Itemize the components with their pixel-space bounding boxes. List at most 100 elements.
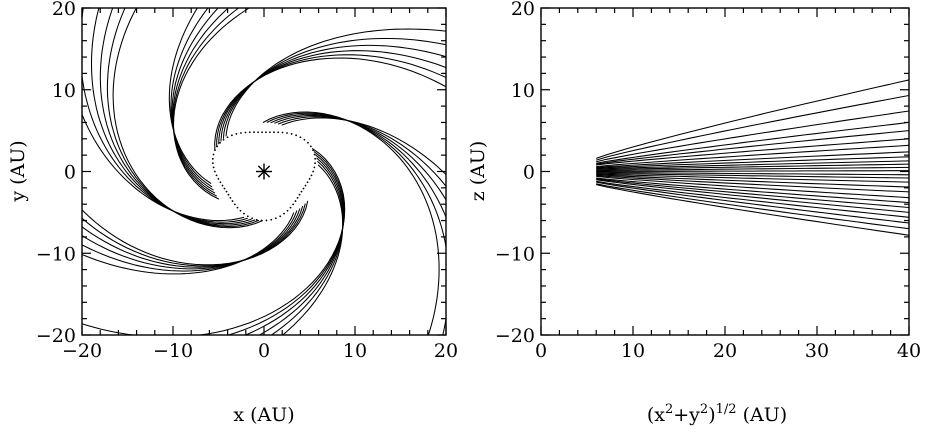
x-tick-label: −20 (62, 340, 102, 362)
xy-streamline (262, 111, 440, 335)
xy-inner-dot (304, 184, 307, 187)
xy-inner-dot (294, 200, 297, 202)
rz-x-axis-label: (x2+y2)1/2 (AU) (647, 402, 787, 426)
panel-xy: −20 −10 0 10 20 −20 −10 0 10 20 x (AU) y (AU) (7, 0, 458, 426)
y-tick-label: −20 (495, 325, 535, 347)
x-tick-label: 0 (258, 340, 270, 362)
y-tick-label: 10 (511, 80, 535, 102)
xy-inner-dot (292, 203, 295, 206)
xy-inner-dot (230, 134, 233, 137)
xy-streamline (281, 164, 344, 335)
xy-streamline (82, 147, 346, 335)
rz-streamline (596, 110, 909, 163)
xy-streamline (214, 57, 446, 151)
x-tick-label: −10 (153, 340, 193, 362)
rz-streamline (596, 184, 909, 236)
rz-streamline (596, 151, 909, 168)
xy-inner-dot (248, 131, 251, 134)
xy-inner-dot (307, 141, 309, 144)
rz-streamline (596, 166, 909, 172)
xy-inner-dot (214, 149, 216, 152)
xy-inner-dot (283, 212, 285, 215)
xy-inner-dot (211, 157, 214, 160)
xy-streamline (171, 8, 219, 191)
xy-inner-dot (253, 131, 255, 134)
y-tick-label: −10 (36, 243, 76, 265)
y-tick-label: 0 (523, 162, 535, 184)
xy-inner-dot (313, 153, 316, 156)
xy-inner-dot (313, 166, 316, 169)
xy-inner-dot (273, 131, 275, 134)
rz-streamline (596, 144, 909, 168)
xy-inner-dot (295, 134, 298, 137)
xy-inner-dot (296, 196, 299, 199)
xy-inner-dot (239, 209, 242, 212)
y-tick-label: 0 (64, 162, 76, 184)
xy-inner-dot (310, 174, 313, 177)
xy-streamline (270, 160, 344, 335)
rz-streamline (596, 178, 909, 209)
xy-inner-dot (270, 218, 273, 221)
xy-inner-dot (221, 184, 224, 187)
xy-inner-dot (235, 133, 238, 135)
rz-streamline (596, 171, 909, 176)
xy-x-tick-labels: −20 −10 0 10 20 (62, 340, 458, 362)
xy-streamline (172, 8, 251, 200)
xy-inner-dot (212, 166, 215, 169)
xy-inner-dot (298, 193, 301, 196)
xy-inner-dot (231, 200, 234, 202)
xy-streamline (172, 8, 230, 194)
xy-inner-dot (227, 193, 230, 196)
xy-ticks (81, 7, 447, 336)
xy-inner-dot (240, 132, 242, 134)
xy-inner-dot (251, 217, 254, 220)
xy-inner-dot (222, 138, 225, 141)
x-tick-label: 10 (343, 340, 367, 362)
rz-streamline (596, 173, 909, 183)
xy-inner-dot (314, 157, 317, 160)
rz-xlabel-base1: (x (647, 404, 665, 426)
x-tick-label: 40 (897, 340, 921, 362)
xy-inner-dot (246, 215, 249, 218)
xy-streamline (220, 44, 446, 142)
x-tick-label: 30 (805, 340, 829, 362)
xy-inner-dot (217, 178, 220, 180)
xy-inner-dot (265, 219, 268, 222)
xy-streamline (82, 200, 309, 266)
x-tick-label: 20 (713, 340, 737, 362)
xy-streamlines (82, 8, 446, 335)
xy-inner-dot (257, 131, 259, 134)
y-tick-label: −10 (495, 243, 535, 265)
xy-streamline (222, 37, 446, 139)
xy-streamline (82, 203, 306, 267)
y-tick-label: 20 (52, 0, 76, 20)
xy-inner-dot (211, 162, 214, 165)
rz-ticks (540, 7, 910, 336)
star-marker (256, 163, 272, 180)
xy-inner-dot (303, 138, 306, 141)
rz-y-tick-labels: −20 −10 0 10 20 (495, 0, 535, 347)
xy-inner-dot (302, 187, 305, 190)
rz-streamline (596, 170, 909, 173)
rz-streamline (596, 180, 909, 218)
xy-inner-dot (255, 218, 258, 221)
rz-xlabel-mid: +y (673, 404, 700, 426)
xy-streamline (168, 8, 212, 185)
rz-streamline (596, 79, 909, 159)
xy-inner-dot (314, 162, 317, 165)
xy-inner-dot (269, 131, 271, 134)
rz-streamline (596, 174, 909, 188)
xy-inner-dot (229, 196, 232, 199)
rz-streamline (596, 175, 909, 193)
xy-inner-dot (290, 133, 293, 135)
xy-inner-dot (216, 145, 219, 148)
xy-inner-dot (213, 170, 216, 173)
rz-xlabel-close: ) (708, 404, 715, 426)
xy-x-axis-label: x (AU) (233, 404, 294, 426)
xy-inner-dot (306, 181, 309, 184)
xy-inner-dot (219, 141, 221, 144)
rz-streamline (596, 177, 909, 204)
xy-inner-dot (260, 219, 263, 222)
